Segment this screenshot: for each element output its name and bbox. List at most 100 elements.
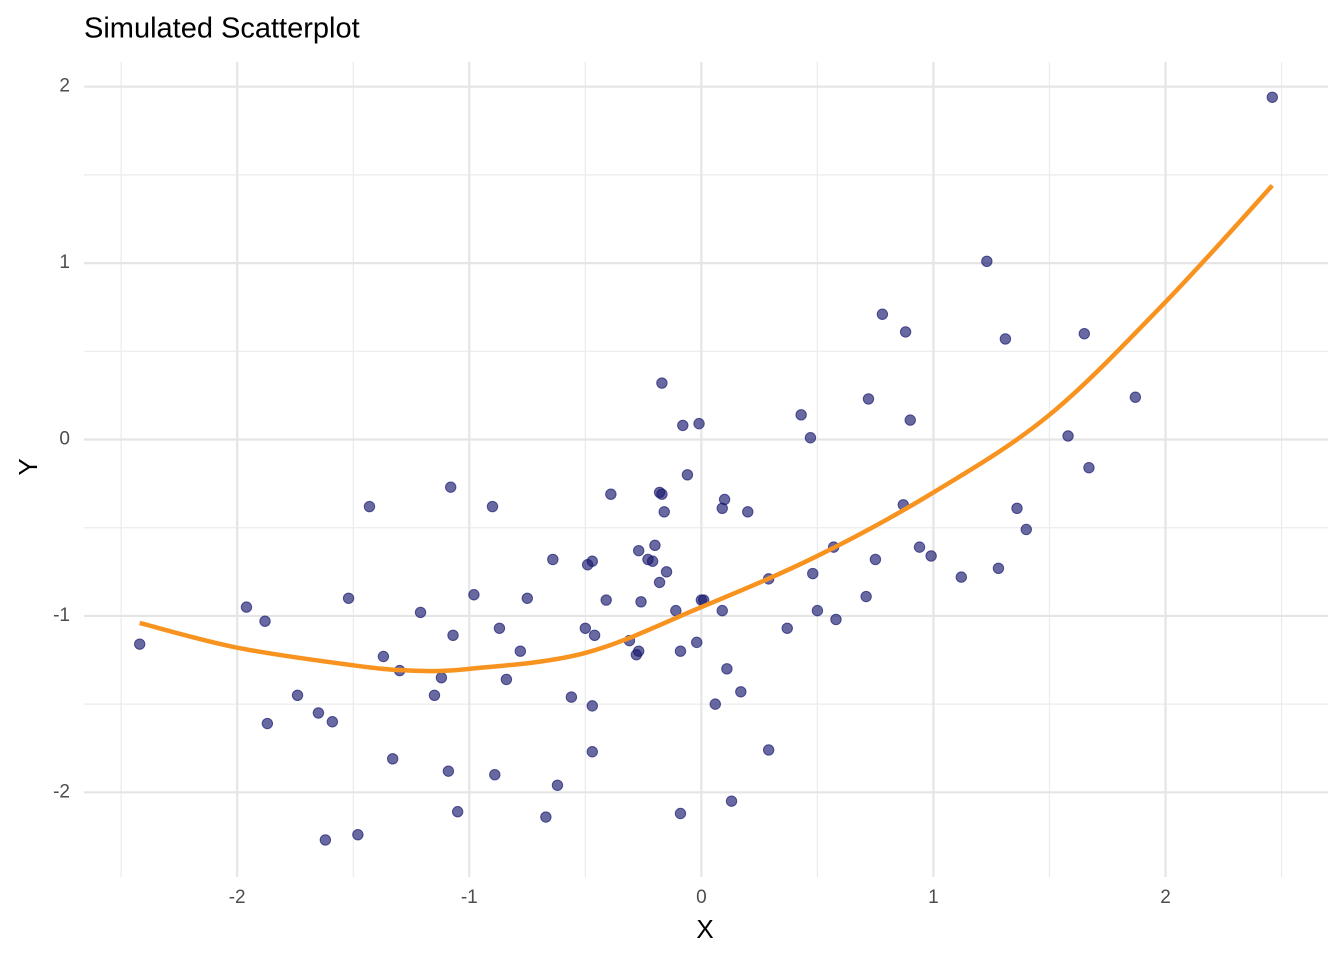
point [1078,327,1091,340]
point [869,553,882,566]
point [999,333,1012,345]
point [804,432,817,444]
y-tick-label: 2 [59,76,70,97]
point [681,469,694,481]
chart-title: Simulated Scatterplot [84,13,360,45]
point [435,671,448,684]
point [677,419,689,432]
point [899,326,912,338]
point [428,689,441,702]
point [342,592,355,604]
point [600,594,612,606]
point [762,744,775,756]
point [579,622,592,634]
point [489,768,501,781]
x-axis-title: X [696,914,713,944]
point [656,377,668,389]
point [632,544,645,557]
x-tick-label: -1 [461,887,478,908]
point [1062,430,1074,442]
y-tick-label: -2 [53,781,70,802]
point [386,753,399,765]
point [377,650,390,663]
point [565,691,578,703]
point [261,717,274,730]
point [721,663,733,675]
point [486,500,499,513]
point [326,716,339,728]
point [646,555,659,567]
point [352,828,364,841]
point [445,481,457,493]
point [632,645,645,657]
y-tick-label: -1 [53,605,70,626]
y-axis-title: Y [13,458,43,475]
point [1083,462,1095,474]
point [649,539,661,552]
point [656,488,668,500]
point [830,613,842,626]
point [363,500,376,513]
point [955,571,967,583]
smooth-curve [139,183,1274,674]
point [586,555,598,567]
point [551,779,564,791]
point [442,765,455,777]
point [134,638,146,650]
y-tick-label: 1 [59,252,70,273]
point [735,686,747,698]
point [1011,502,1023,515]
point [876,308,889,320]
point [240,601,253,613]
point [718,493,731,506]
point [521,592,533,604]
point [660,566,673,578]
point [904,414,916,426]
point [862,393,875,405]
x-tick-label: 2 [1160,887,1171,908]
point [540,811,552,823]
point [674,645,687,657]
point [725,795,738,807]
point [658,506,670,518]
point [605,488,617,500]
point [807,567,819,580]
point [693,417,705,430]
point [588,629,601,642]
point [451,806,464,818]
point [1266,91,1278,103]
point [709,698,721,710]
point [514,645,527,657]
point [742,506,754,518]
point [913,541,926,553]
point [716,604,728,617]
x-tick-label: 0 [696,887,707,908]
point [447,629,459,642]
point [925,550,937,562]
x-tick-label: 1 [928,887,939,908]
point [312,707,325,719]
y-tick-label: 0 [59,429,70,450]
point [586,746,598,758]
point [259,615,271,627]
point [981,255,993,268]
point [291,689,304,702]
point [992,562,1005,574]
point [468,589,480,601]
point [1020,523,1032,536]
point [547,553,559,566]
point [691,636,703,649]
point [674,807,687,820]
point [414,606,427,619]
point [319,834,332,846]
point [795,409,807,421]
point [860,590,872,603]
point [1129,391,1142,403]
point [586,700,598,712]
point [635,596,647,608]
x-tick-label: -2 [229,887,246,908]
point [781,622,793,634]
point [500,673,513,686]
point [811,604,824,617]
